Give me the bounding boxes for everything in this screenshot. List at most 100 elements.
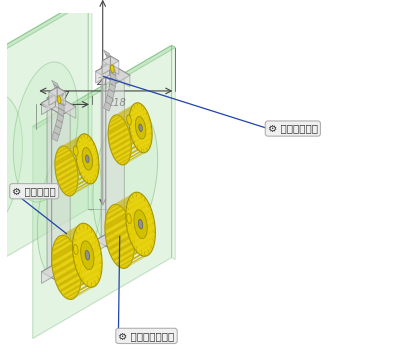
Polygon shape (103, 102, 111, 111)
Polygon shape (109, 63, 116, 71)
Polygon shape (127, 115, 131, 125)
Polygon shape (33, 45, 172, 338)
Polygon shape (113, 192, 135, 205)
Polygon shape (106, 64, 124, 248)
Polygon shape (0, 0, 92, 80)
Polygon shape (110, 67, 116, 76)
Polygon shape (106, 229, 128, 244)
Polygon shape (76, 176, 97, 190)
Polygon shape (57, 87, 66, 105)
Polygon shape (77, 282, 99, 296)
Polygon shape (130, 208, 152, 223)
Polygon shape (52, 132, 59, 141)
Polygon shape (107, 89, 114, 98)
Text: ⚙ 带法兰齿型惠轮: ⚙ 带法兰齿型惠轮 (118, 331, 175, 341)
Polygon shape (58, 103, 64, 111)
Text: ⚙ 调整螺丝组件: ⚙ 调整螺丝组件 (268, 123, 318, 134)
Polygon shape (55, 146, 78, 196)
Polygon shape (96, 63, 110, 83)
Polygon shape (108, 114, 130, 128)
Polygon shape (53, 232, 75, 247)
Polygon shape (59, 278, 81, 292)
Polygon shape (73, 182, 94, 195)
Polygon shape (110, 72, 116, 81)
Polygon shape (116, 149, 139, 162)
Polygon shape (68, 226, 91, 239)
Polygon shape (103, 50, 111, 57)
Polygon shape (127, 213, 131, 224)
Polygon shape (73, 142, 94, 156)
Polygon shape (57, 96, 61, 104)
Polygon shape (129, 120, 151, 135)
Polygon shape (129, 145, 151, 159)
Polygon shape (57, 93, 63, 101)
Polygon shape (108, 126, 130, 141)
Text: 215: 215 (97, 77, 115, 87)
Polygon shape (102, 56, 110, 75)
Polygon shape (68, 184, 90, 196)
Polygon shape (57, 225, 79, 239)
Polygon shape (0, 0, 88, 290)
Polygon shape (135, 117, 146, 139)
Polygon shape (112, 141, 134, 156)
Polygon shape (47, 95, 70, 109)
Polygon shape (134, 228, 155, 243)
Polygon shape (59, 172, 81, 187)
Polygon shape (78, 167, 99, 181)
Polygon shape (122, 256, 144, 269)
Polygon shape (109, 132, 131, 147)
Polygon shape (55, 228, 76, 242)
Polygon shape (55, 149, 76, 164)
Polygon shape (123, 152, 146, 165)
Polygon shape (77, 239, 99, 255)
Polygon shape (110, 56, 119, 75)
Polygon shape (54, 84, 61, 92)
Polygon shape (139, 124, 142, 131)
Polygon shape (118, 254, 141, 267)
Polygon shape (114, 145, 136, 159)
Polygon shape (110, 78, 116, 86)
Polygon shape (53, 260, 75, 276)
Polygon shape (126, 192, 155, 256)
Polygon shape (54, 125, 61, 135)
Polygon shape (57, 273, 79, 288)
Polygon shape (121, 105, 143, 118)
Polygon shape (52, 237, 73, 252)
Polygon shape (58, 98, 64, 106)
Polygon shape (71, 229, 94, 243)
Polygon shape (105, 95, 113, 105)
Polygon shape (33, 45, 175, 129)
Text: 97: 97 (58, 91, 71, 100)
Polygon shape (0, 94, 23, 234)
Polygon shape (121, 153, 143, 165)
Polygon shape (110, 194, 132, 207)
Polygon shape (119, 151, 141, 164)
Text: ⚙ 聚氨酯滚轮: ⚙ 聚氨酯滚轮 (12, 186, 56, 196)
Polygon shape (57, 168, 79, 183)
Polygon shape (42, 264, 76, 284)
Polygon shape (77, 156, 99, 171)
Polygon shape (63, 134, 85, 146)
Polygon shape (62, 282, 84, 296)
Polygon shape (66, 224, 88, 237)
Polygon shape (102, 56, 119, 66)
Polygon shape (105, 222, 126, 238)
Polygon shape (42, 95, 76, 115)
Polygon shape (74, 146, 78, 156)
Text: 218: 218 (108, 98, 126, 108)
Polygon shape (74, 244, 78, 255)
Polygon shape (47, 95, 52, 272)
Polygon shape (122, 195, 144, 208)
Polygon shape (66, 182, 88, 195)
Polygon shape (79, 246, 100, 261)
Polygon shape (112, 104, 134, 117)
Polygon shape (132, 246, 154, 261)
Polygon shape (68, 287, 91, 300)
Polygon shape (110, 232, 130, 256)
Polygon shape (128, 115, 150, 130)
Polygon shape (101, 64, 124, 77)
Polygon shape (81, 259, 102, 274)
Polygon shape (125, 198, 147, 212)
Polygon shape (116, 192, 138, 204)
Polygon shape (61, 177, 83, 190)
